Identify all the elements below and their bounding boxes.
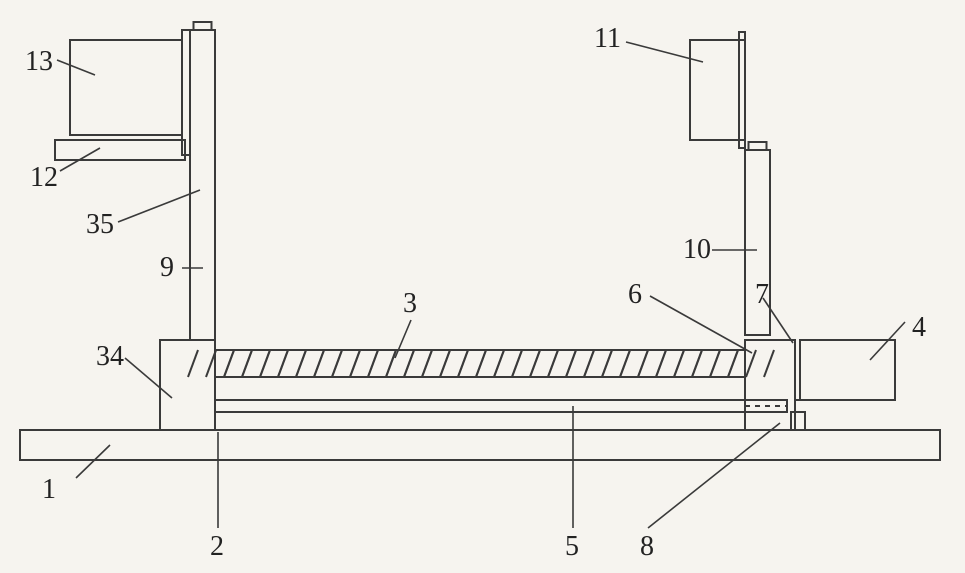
label-4: 4 [912,312,926,343]
label-5: 5 [565,531,579,562]
label-13: 13 [25,46,53,77]
label-2: 2 [210,531,224,562]
label-11: 11 [594,23,621,54]
label-35: 35 [86,209,114,240]
label-1: 1 [42,474,56,505]
label-6: 6 [628,279,642,310]
label-9: 9 [160,252,174,283]
label-8: 8 [640,531,654,562]
label-3: 3 [403,288,417,319]
label-7: 7 [755,279,769,310]
label-34: 34 [96,341,124,372]
label-12: 12 [30,162,58,193]
label-10: 10 [683,234,711,265]
